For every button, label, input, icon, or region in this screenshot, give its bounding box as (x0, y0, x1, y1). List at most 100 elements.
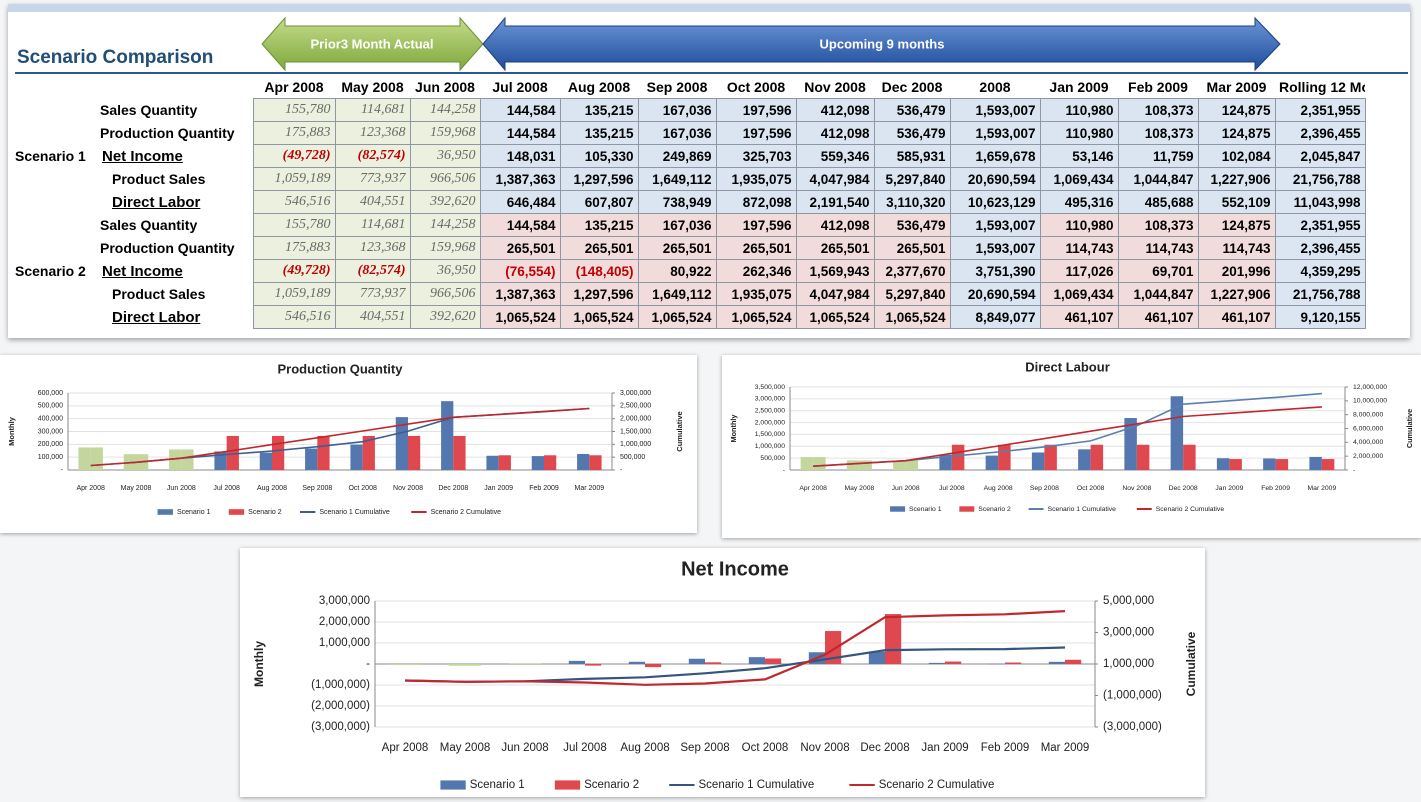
x-tick-label: Nov 2008 (1122, 485, 1151, 492)
table-cell: 552,109 (1197, 190, 1276, 214)
table-cell: 1,227,906 (1197, 282, 1276, 306)
table-cell: 167,036 (637, 98, 717, 122)
table-cell: 1,059,189 (252, 167, 336, 191)
legend-label: Scenario 2 Cumulative (1156, 506, 1225, 513)
bar (226, 435, 239, 470)
bar (1044, 444, 1057, 470)
table-cell: 607,807 (559, 190, 639, 214)
table-cell: 773,937 (334, 282, 411, 306)
column-header: Rolling 12 Mon (1275, 76, 1365, 99)
bar (813, 457, 826, 470)
y-tick-label: 500,000 (760, 455, 785, 462)
x-tick-label: Nov 2008 (393, 485, 423, 492)
table-cell: 4,359,295 (1274, 259, 1366, 283)
bar (305, 448, 318, 470)
x-tick-label: Jun 2008 (167, 485, 196, 492)
bar (1183, 444, 1196, 470)
table-cell: 1,593,007 (949, 236, 1041, 260)
table-cell: 966,506 (409, 282, 481, 306)
data-row: Net Income (49,728) (82,574) 36,950 148,031 1… (15, 144, 1366, 168)
y-tick-label: (1,000,000) (311, 679, 370, 691)
table-cell: 392,620 (409, 190, 481, 214)
y2-tick-label: - (620, 467, 623, 474)
bar (525, 663, 542, 664)
table-cell: 536,479 (873, 121, 951, 145)
bar (1229, 459, 1242, 470)
y-axis-title: Monthly (729, 414, 738, 443)
bar (628, 661, 645, 664)
table-cell: 123,368 (334, 121, 411, 145)
table-cell: 144,584 (479, 121, 561, 145)
table-cell: 10,623,129 (949, 190, 1041, 214)
y2-axis-title: Cumulative (675, 411, 684, 451)
bar (945, 661, 962, 664)
table-cell: 2,396,455 (1274, 236, 1366, 260)
table-cell: 201,996 (1197, 259, 1276, 283)
table-cell: 110,980 (1039, 98, 1119, 122)
bar (825, 631, 842, 664)
table-cell: 4,047,984 (795, 167, 875, 191)
data-row: Production Quantity 175,883 123,368 159,968… (15, 236, 1366, 260)
x-tick-label: Apr 2008 (799, 485, 827, 492)
table-cell: 110,980 (1039, 213, 1119, 237)
y2-tick-label: - (1353, 467, 1355, 474)
table-cell: 4,047,984 (795, 282, 875, 306)
bar (388, 664, 405, 666)
bar (905, 460, 919, 470)
table-cell: (148,405) (559, 259, 639, 283)
y2-tick-label: 6,000,000 (1353, 425, 1383, 432)
y-axis-title: Monthly (252, 641, 266, 687)
table-cell: 124,875 (1197, 98, 1276, 122)
table-cell: 144,584 (479, 213, 561, 237)
legend-label: Scenario 1 Cumulative (319, 509, 390, 516)
scenario-label: Scenario 2 (15, 263, 86, 279)
legend-label: Scenario 2 (248, 509, 282, 516)
row-label: Sales Quantity (100, 217, 198, 233)
data-row: Scenario 1 Sales Quantity 155,780 114,681 14… (15, 98, 1366, 164)
table-cell: 262,346 (715, 259, 797, 283)
table-cell: 155,780 (252, 98, 336, 122)
x-tick-label: Feb 2009 (981, 742, 1030, 754)
table-cell: 1,659,678 (949, 144, 1041, 168)
table-cell: 559,346 (795, 144, 875, 168)
y2-tick-label: 1,500,000 (620, 428, 651, 435)
table-cell: 114,743 (1039, 236, 1119, 260)
table-cell: 1,065,524 (637, 305, 717, 329)
top-strip (8, 4, 1410, 12)
x-tick-label: Mar 2009 (1041, 742, 1090, 754)
table-cell: 124,875 (1197, 213, 1276, 237)
scenario-label: Scenario 1 (15, 148, 86, 164)
table-cell: 36,950 (409, 259, 481, 283)
table-cell: 21,756,788 (1274, 167, 1366, 191)
bar (90, 447, 103, 470)
y2-tick-label: (1,000,000) (1103, 690, 1162, 702)
legend-label: Scenario 1 Cumulative (1048, 506, 1117, 513)
y-tick-label: (3,000,000) (311, 721, 370, 733)
header-band: Prior3 Month Actual Upcoming 9 months Sc… (15, 16, 1408, 74)
table-cell: 872,098 (715, 190, 797, 214)
x-tick-label: Jun 2008 (892, 485, 920, 492)
line-series (813, 392, 1322, 467)
column-header: Sep 2008 (638, 76, 716, 99)
table-cell: 966,506 (409, 167, 481, 191)
x-tick-label: Jan 2009 (1215, 485, 1243, 492)
table-cell: 485,688 (1117, 190, 1199, 214)
y-tick-label: 1,000,000 (319, 637, 370, 649)
table-cell: 265,501 (873, 236, 951, 260)
x-tick-label: Jul 2008 (213, 485, 240, 492)
bar (765, 658, 782, 664)
table-cell: 167,036 (637, 213, 717, 237)
table-cell: 412,098 (795, 213, 875, 237)
table-cell: 124,875 (1197, 121, 1276, 145)
y-tick-label: - (783, 467, 785, 474)
table-cell: 3,751,390 (949, 259, 1041, 283)
column-header: Jan 2009 (1040, 76, 1118, 99)
table-cell: 461,107 (1039, 305, 1119, 329)
y-tick-label: - (366, 658, 370, 670)
y-tick-label: 2,000,000 (755, 419, 785, 426)
x-tick-label: Oct 2008 (1077, 485, 1105, 492)
y-tick-label: 3,000,000 (755, 396, 785, 403)
table-cell: 536,479 (873, 98, 951, 122)
legend-swatch (959, 506, 975, 512)
x-tick-label: Jul 2008 (939, 485, 965, 492)
